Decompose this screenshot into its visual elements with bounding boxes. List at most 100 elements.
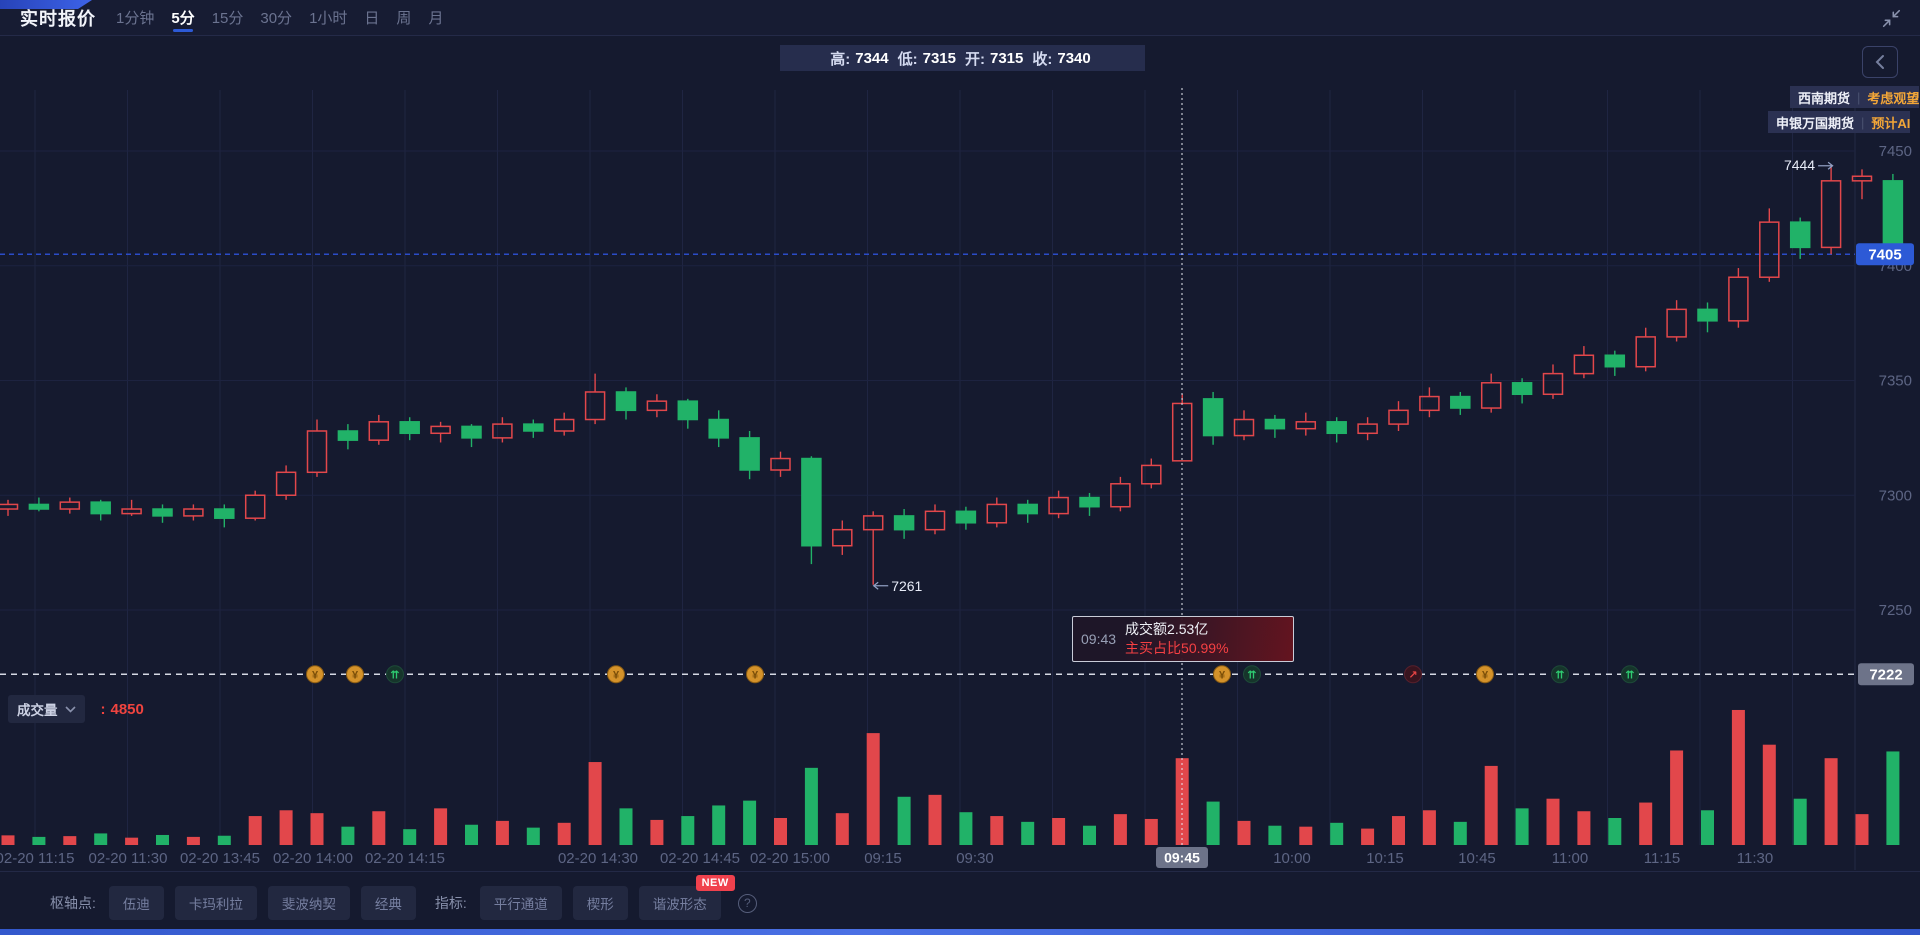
collapse-icon[interactable] — [1880, 7, 1902, 29]
time-tick-label: 10:45 — [1458, 850, 1496, 867]
candlestick — [183, 508, 204, 517]
event-marker-up-icon[interactable]: ⇈ — [1551, 665, 1569, 684]
low-label: 低: — [897, 50, 918, 68]
event-marker-up-icon[interactable]: ⇈ — [386, 665, 404, 684]
volume-bar — [403, 829, 417, 845]
event-marker-up-icon[interactable]: ⇈ — [1621, 665, 1639, 684]
svg-text:⇈: ⇈ — [1247, 669, 1256, 681]
tab-30分[interactable]: 30分 — [260, 10, 293, 27]
volume-bar — [1855, 814, 1869, 845]
candlestick — [553, 418, 575, 432]
svg-text:¥: ¥ — [352, 669, 359, 681]
news-item[interactable]: 西南期货 | 考虑观望 — [1790, 86, 1920, 108]
svg-text:⇈: ⇈ — [1555, 669, 1564, 681]
time-tick-label: 02-20 14:45 — [660, 850, 740, 867]
news-separator: | — [1861, 114, 1865, 130]
low-annotation: 7261 — [891, 578, 922, 594]
tooltip-time: 09:43 — [1081, 631, 1117, 647]
volume-bar — [835, 813, 849, 845]
indicator-label: 指标: — [434, 895, 467, 911]
event-marker-coin-icon[interactable]: ¥ — [746, 665, 764, 684]
volume-bar — [743, 800, 757, 845]
volume-bar — [1824, 758, 1838, 845]
high-annotation: 7444 — [1784, 157, 1815, 173]
chevron-down-icon — [64, 705, 76, 713]
collapse-panel-button[interactable] — [1862, 46, 1898, 78]
axis-divider — [0, 871, 1920, 872]
indicator-button-1[interactable]: 平行通道 — [479, 886, 562, 920]
volume-bar — [279, 810, 293, 845]
candlestick — [1233, 418, 1255, 437]
news-source: 申银万国期货 — [1776, 115, 1855, 131]
event-marker-coin-icon[interactable]: ¥ — [346, 665, 364, 684]
low-value: 7315 — [922, 49, 956, 67]
event-marker-coin-icon[interactable]: ¥ — [306, 665, 324, 684]
crosshair-time-badge-label: 09:45 — [1164, 850, 1200, 866]
volume-bar — [1083, 825, 1096, 845]
candlestick — [1017, 503, 1038, 515]
candlestick — [1295, 421, 1317, 430]
candlestick — [430, 425, 451, 435]
candlestick — [1326, 421, 1347, 435]
crosshair-tooltip: 09:43 成交额2.53亿 主买占比50.99% — [1072, 616, 1294, 662]
event-marker-up-icon[interactable]: ⇈ — [1243, 665, 1261, 684]
volume-bar — [1701, 810, 1714, 845]
news-item[interactable]: 申银万国期货 | 预计AI — [1768, 111, 1911, 133]
svg-text:↗: ↗ — [1408, 669, 1417, 681]
ohlc-bar: 高: 7344 低: 7315 开: 7315 收: 7340 — [780, 45, 1145, 71]
event-marker-surge-icon[interactable]: ↗ — [1404, 665, 1422, 684]
tab-月[interactable]: 月 — [428, 10, 444, 27]
open-label: 开: — [965, 50, 985, 68]
volume-bar — [1299, 826, 1313, 845]
help-icon[interactable]: ? — [737, 893, 757, 913]
tab-15分[interactable]: 15分 — [211, 10, 244, 27]
volume-bar — [1237, 820, 1251, 845]
candlestick — [986, 503, 1008, 524]
volume-bar — [1422, 810, 1436, 845]
volume-bar — [1886, 751, 1900, 845]
volume-bar — [1577, 811, 1591, 845]
pivot-button-2[interactable]: 卡玛利拉 — [174, 886, 257, 920]
candlestick — [646, 400, 668, 412]
tab-周[interactable]: 周 — [396, 10, 412, 27]
candlestick — [1666, 308, 1687, 338]
pivot-button-3[interactable]: 斐波纳契 — [267, 886, 350, 920]
candlestick — [1604, 354, 1626, 368]
time-tick-label: 02-20 14:00 — [273, 850, 353, 867]
indicator-button-2[interactable]: 楔形 — [572, 886, 628, 920]
event-marker-coin-icon[interactable]: ¥ — [1213, 665, 1231, 684]
pivot-button-4[interactable]: 经典 — [360, 886, 416, 920]
svg-text:⇈: ⇈ — [1625, 669, 1634, 681]
volume-bar — [32, 836, 46, 845]
tooltip-buy-ratio: 主买占比50.99% — [1125, 640, 1229, 656]
timeframe-tabs: 1分钟 5分 15分 30分 1小时日周月 — [116, 0, 443, 35]
volume-bar — [186, 836, 200, 845]
volume-bar — [1515, 808, 1529, 845]
candlestick — [1264, 418, 1286, 430]
tab-1分钟[interactable]: 1分钟 — [116, 10, 155, 27]
tab-日[interactable]: 日 — [364, 10, 380, 27]
bottom-scrollbar[interactable] — [0, 929, 1920, 935]
volume-value-number: 4850 — [110, 700, 144, 718]
indicator-button-3[interactable]: 谐波形态 NEW — [638, 875, 735, 920]
candlestick — [1789, 221, 1811, 249]
candlestick — [1882, 180, 1904, 253]
tab-1小时[interactable]: 1小时 — [309, 10, 348, 27]
volume-bar — [619, 808, 633, 845]
pivot-button-1[interactable]: 伍迪 — [108, 886, 164, 920]
news-source: 西南期货 — [1798, 90, 1851, 106]
close-value: 7340 — [1057, 49, 1091, 67]
volume-bar — [310, 813, 324, 845]
tab-5分[interactable]: 5分 — [171, 0, 195, 35]
candlestick — [0, 503, 19, 510]
corner-decoration — [0, 0, 92, 9]
time-tick-label: 11:30 — [1737, 850, 1773, 867]
event-marker-coin-icon[interactable]: ¥ — [1476, 665, 1494, 684]
volume-indicator-dropdown[interactable]: 成交量 — [8, 695, 85, 723]
candlestick — [1079, 496, 1100, 508]
candlestick — [1048, 496, 1069, 515]
event-marker-coin-icon[interactable]: ¥ — [607, 665, 625, 684]
volume-bar — [1670, 750, 1684, 845]
candlestick — [492, 423, 513, 439]
